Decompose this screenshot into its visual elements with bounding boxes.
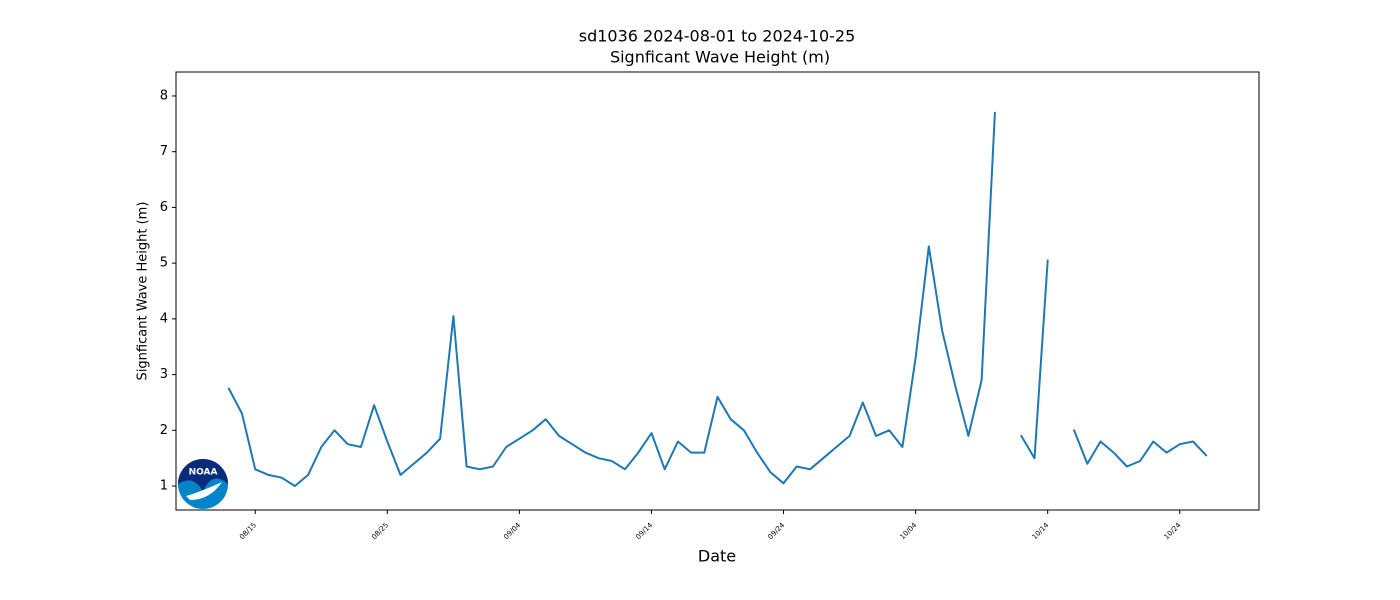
noaa-logo: NOAA: [178, 459, 228, 509]
logo-wave: [186, 482, 222, 500]
x-tick-label: 08/15: [238, 521, 258, 541]
x-axis-label: Date: [698, 547, 736, 566]
x-tick-label: 10/04: [899, 521, 919, 541]
logo-text: NOAA: [189, 468, 218, 478]
y-tick-label: 2: [160, 423, 168, 438]
y-tick-label: 5: [160, 256, 168, 271]
y-tick-label: 3: [160, 367, 168, 382]
y-tick-label: 6: [160, 200, 168, 215]
x-tick-label: 10/14: [1031, 521, 1051, 541]
y-tick-label: 1: [160, 479, 168, 494]
y-tick-label: 4: [160, 311, 168, 326]
x-tick-label: 09/14: [634, 521, 654, 541]
x-tick-label: 09/04: [502, 521, 522, 541]
y-axis-label: Signficant Wave Height (m): [136, 202, 151, 381]
chart-title: sd1036 2024-08-01 to 2024-10-25: [579, 27, 856, 46]
y-tick-label: 8: [160, 88, 168, 103]
chart-subtitle: Signficant Wave Height (m): [610, 48, 830, 67]
logo-top: [178, 459, 228, 492]
y-tick-label: 7: [160, 144, 168, 159]
x-tick-label: 08/25: [370, 521, 390, 541]
plot-frame: [175, 71, 1260, 511]
x-tick-label: 10/24: [1163, 521, 1183, 541]
wave-height-line: [227, 111, 1208, 487]
x-tick-label: 09/24: [766, 521, 786, 541]
